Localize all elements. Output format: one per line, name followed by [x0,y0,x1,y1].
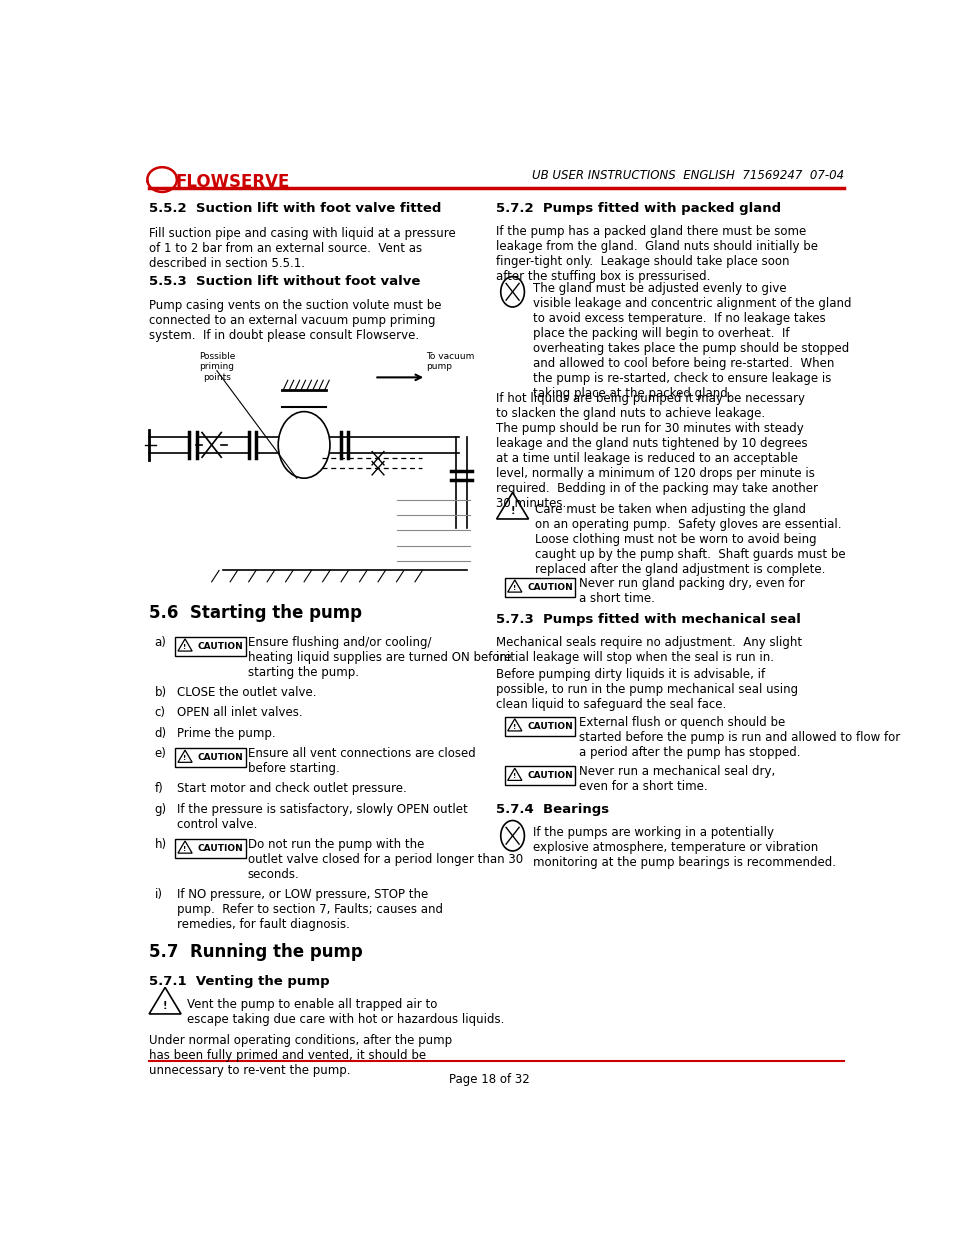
Text: OPEN all inlet valves.: OPEN all inlet valves. [176,706,302,720]
Text: CLOSE the outlet valve.: CLOSE the outlet valve. [176,685,316,699]
Text: i): i) [154,888,163,902]
Text: !: ! [183,643,187,650]
Text: External flush or quench should be
started before the pump is run and allowed to: External flush or quench should be start… [578,716,900,760]
FancyBboxPatch shape [505,578,575,597]
Text: Never run a mechanical seal dry,
even for a short time.: Never run a mechanical seal dry, even fo… [578,766,775,793]
Text: Ensure flushing and/or cooling/
heating liquid supplies are turned ON before
sta: Ensure flushing and/or cooling/ heating … [248,636,511,679]
Text: 5.7  Running the pump: 5.7 Running the pump [149,942,362,961]
Text: If the pressure is satisfactory, slowly OPEN outlet
control valve.: If the pressure is satisfactory, slowly … [176,803,467,831]
Text: d): d) [154,727,167,740]
FancyBboxPatch shape [175,748,246,767]
Text: Care must be taken when adjusting the gland
on an operating pump.  Safety gloves: Care must be taken when adjusting the gl… [535,503,844,576]
Text: Pump casing vents on the suction volute must be
connected to an external vacuum : Pump casing vents on the suction volute … [149,299,441,342]
Text: b): b) [154,685,167,699]
Text: 5.7.2  Pumps fitted with packed gland: 5.7.2 Pumps fitted with packed gland [496,203,781,215]
Text: 5.7.4  Bearings: 5.7.4 Bearings [496,804,609,816]
Text: !: ! [513,585,516,590]
Text: e): e) [154,747,167,761]
Text: 5.5.3  Suction lift without foot valve: 5.5.3 Suction lift without foot valve [149,274,419,288]
Text: !: ! [513,773,516,779]
Text: CAUTION: CAUTION [197,642,243,651]
Text: f): f) [154,783,163,795]
Text: If the pumps are working in a potentially
explosive atmosphere, temperature or v: If the pumps are working in a potentiall… [533,826,836,869]
FancyBboxPatch shape [175,637,246,656]
FancyBboxPatch shape [175,839,246,858]
Text: Under normal operating conditions, after the pump
has been fully primed and vent: Under normal operating conditions, after… [149,1034,452,1077]
Text: Possible
priming
points: Possible priming points [198,352,234,382]
Text: 5.7.3  Pumps fitted with mechanical seal: 5.7.3 Pumps fitted with mechanical seal [496,614,801,626]
Text: To vacuum
pump: To vacuum pump [426,352,474,370]
Text: Ensure all vent connections are closed
before starting.: Ensure all vent connections are closed b… [248,747,476,776]
Text: Before pumping dirty liquids it is advisable, if
possible, to run in the pump me: Before pumping dirty liquids it is advis… [496,668,798,711]
Text: If hot liquids are being pumped it may be necessary
to slacken the gland nuts to: If hot liquids are being pumped it may b… [496,391,804,420]
Text: g): g) [154,803,167,816]
Text: If NO pressure, or LOW pressure, STOP the
pump.  Refer to section 7, Faults; cau: If NO pressure, or LOW pressure, STOP th… [176,888,442,931]
Text: !: ! [163,1002,167,1011]
Text: UB USER INSTRUCTIONS  ENGLISH  71569247  07-04: UB USER INSTRUCTIONS ENGLISH 71569247 07… [531,169,842,182]
Text: h): h) [154,839,167,851]
Text: 5.5.2  Suction lift with foot valve fitted: 5.5.2 Suction lift with foot valve fitte… [149,203,440,215]
Text: Never run gland packing dry, even for
a short time.: Never run gland packing dry, even for a … [578,577,804,605]
Text: If the pump has a packed gland there must be some
leakage from the gland.  Gland: If the pump has a packed gland there mus… [496,225,818,283]
Text: CAUTION: CAUTION [197,753,243,762]
Text: Prime the pump.: Prime the pump. [176,727,275,740]
Text: The gland must be adjusted evenly to give
visible leakage and concentric alignme: The gland must be adjusted evenly to giv… [533,283,851,400]
Text: CAUTION: CAUTION [527,772,573,781]
Text: The pump should be run for 30 minutes with steady
leakage and the gland nuts tig: The pump should be run for 30 minutes wi… [496,422,818,510]
Text: Mechanical seals require no adjustment.  Any slight
initial leakage will stop wh: Mechanical seals require no adjustment. … [496,636,801,664]
Text: Fill suction pipe and casing with liquid at a pressure
of 1 to 2 bar from an ext: Fill suction pipe and casing with liquid… [149,227,456,270]
Text: !: ! [183,755,187,761]
Text: 5.7.1  Venting the pump: 5.7.1 Venting the pump [149,976,329,988]
FancyBboxPatch shape [505,716,575,736]
Text: c): c) [154,706,166,720]
Text: Start motor and check outlet pressure.: Start motor and check outlet pressure. [176,783,406,795]
Text: Do not run the pump with the
outlet valve closed for a period longer than 30
sec: Do not run the pump with the outlet valv… [248,839,522,881]
Text: CAUTION: CAUTION [527,583,573,592]
Text: !: ! [510,506,515,516]
Text: Vent the pump to enable all trapped air to
escape taking due care with hot or ha: Vent the pump to enable all trapped air … [187,998,504,1026]
Text: CAUTION: CAUTION [527,722,573,731]
Text: Page 18 of 32: Page 18 of 32 [448,1072,529,1086]
Text: !: ! [183,846,187,852]
Text: FLOWSERVE: FLOWSERVE [175,173,290,191]
Text: CAUTION: CAUTION [197,844,243,853]
Text: 5.6  Starting the pump: 5.6 Starting the pump [149,604,361,621]
Text: a): a) [154,636,167,650]
Text: !: ! [513,724,516,730]
FancyBboxPatch shape [505,766,575,785]
